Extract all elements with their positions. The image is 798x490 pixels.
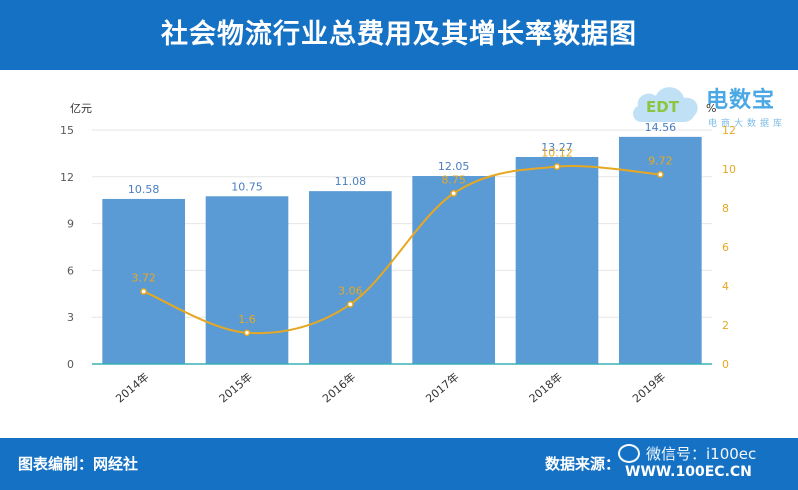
y-right-tick-label: 4 [722, 280, 729, 293]
growth-rate-line [143, 165, 661, 335]
page-title: 社会物流行业总费用及其增长率数据图 [161, 19, 637, 50]
y-left-unit: 亿元 [70, 102, 92, 115]
logo-mark: EDT [646, 98, 680, 116]
logo: EDT 电数宝 电商大数据库 [628, 76, 798, 136]
y-right-tick-label: 10 [722, 163, 736, 176]
logo-name: 电数宝 [706, 88, 776, 113]
y-left-tick-label: 6 [67, 264, 74, 277]
y-right-tick-label: 12 [722, 124, 736, 137]
wechat-icon [618, 444, 640, 463]
line-point [140, 288, 148, 295]
line-point [656, 171, 664, 178]
footer-bar: 图表编制：网经社 数据来源： WWW.100EC.CN [0, 438, 798, 490]
bar-value-label: 13.27 [541, 141, 573, 154]
line-point [346, 300, 354, 308]
x-tick-label: 2016年 [319, 370, 358, 406]
data-source-label: 数据来源： [545, 455, 621, 473]
line-value-label: 1.6 [238, 313, 256, 326]
y-left-tick-label: 0 [67, 358, 74, 371]
x-tick-label: 2018年 [526, 370, 565, 406]
line-point [450, 190, 458, 197]
y-right-tick-label: 8 [722, 202, 729, 215]
x-tick-label: 2019年 [629, 370, 668, 406]
header-bar: 社会物流行业总费用及其增长率数据图 [0, 0, 798, 70]
y-left-tick-label: 15 [60, 124, 74, 137]
source-url: WWW.100EC.CN [625, 464, 752, 480]
combo-chart: 10.58 10.75 11.08 12.05 13.27 14.56 3.72 1.6 3.… [60, 102, 736, 406]
cloud-logo-icon: EDT [633, 87, 698, 122]
line-value-label: 8.75 [441, 173, 466, 186]
y-right-tick-label: 2 [722, 319, 729, 332]
y-right-tick-label: 6 [722, 241, 729, 254]
wechat-id: 微信号：i100ec [646, 445, 757, 463]
y-left-tick-label: 12 [60, 171, 74, 184]
y-right-unit: % [706, 102, 716, 115]
bar-value-label: 11.08 [335, 175, 367, 188]
line-value-label: 3.72 [131, 271, 156, 284]
bar-value-label: 12.05 [438, 160, 470, 173]
x-tick-label: 2017年 [423, 370, 462, 406]
bar-value-label: 14.56 [645, 121, 677, 134]
y-left-tick-label: 9 [67, 218, 74, 231]
bar-value-label: 10.75 [231, 180, 263, 193]
line-value-label: 3.06 [338, 284, 363, 297]
wechat-watermark: 微信号：i100ec [618, 440, 756, 468]
y-right-tick-label: 0 [722, 358, 729, 371]
y-left-tick-label: 3 [67, 311, 74, 324]
x-tick-label: 2014年 [113, 370, 152, 406]
line-point [243, 329, 251, 337]
line-value-label: 9.72 [648, 154, 673, 167]
bar-value-label: 10.58 [128, 183, 160, 196]
line-value-label: 10.12 [541, 147, 573, 160]
chart-credit: 图表编制：网经社 [18, 455, 139, 473]
bar [205, 196, 289, 364]
logo-subtitle: 电商大数据库 [708, 119, 787, 129]
x-tick-label: 2015年 [216, 370, 255, 406]
bar [102, 198, 185, 364]
bar [515, 156, 599, 364]
bar [412, 176, 495, 364]
line-point [553, 163, 561, 171]
